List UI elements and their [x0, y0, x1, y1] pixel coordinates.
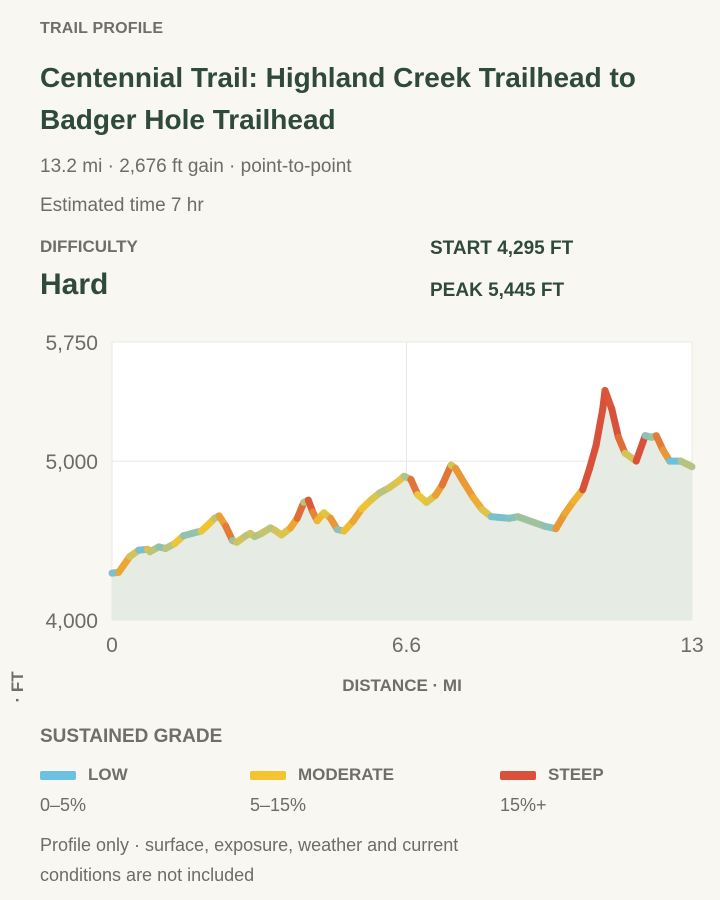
- difficulty-value: Hard: [40, 268, 109, 301]
- legend-item-moderate: MODERATE 5–15%: [250, 765, 394, 816]
- grade-legend-title: SUSTAINED GRADE: [40, 726, 223, 747]
- profile-segment-63: [585, 441, 600, 473]
- x-axis-ticks: 0 6.6 13: [106, 634, 704, 657]
- trail-title: Centennial Trail: Highland Creek Trailhe…: [40, 62, 636, 135]
- profile-segment-46: [438, 461, 455, 489]
- legend-low-range: 0–5%: [40, 795, 87, 815]
- x-tick-label-1: 6.6: [392, 634, 421, 657]
- peak-elevation: PEAK 5,445 FT: [430, 280, 565, 301]
- estimated-time: Estimated time 7 hr: [40, 195, 204, 216]
- y-tick-label-1: 5,000: [45, 451, 98, 474]
- profile-segment-64: [592, 405, 607, 449]
- steep-swatch: [500, 770, 536, 780]
- profile-segment-70: [632, 432, 649, 465]
- profile-segment-67: [608, 405, 622, 441]
- y-tick-label-2: 5,750: [45, 332, 98, 355]
- legend-low-name: LOW: [88, 765, 128, 784]
- x-tick-label-0: 0: [106, 634, 118, 657]
- profile-segment-62: [579, 465, 593, 494]
- grade-segments: [108, 387, 696, 577]
- difficulty-label: DIFFICULTY: [40, 237, 138, 256]
- y-axis-ticks: 4,000 5,000 5,750: [45, 332, 98, 633]
- x-tick-label-2: 13: [680, 634, 703, 657]
- elevation-profile-chart: 4,000 5,000 5,750 0 6.6 13 DISTANCE · MI ELE…: [8, 332, 704, 705]
- legend-moderate-name: MODERATE: [298, 765, 395, 784]
- eyebrow-label: TRAIL PROFILE: [40, 20, 164, 37]
- x-axis-label: DISTANCE · MI: [342, 676, 462, 695]
- legend-item-low: LOW 0–5%: [40, 765, 128, 816]
- y-tick-label-0: 4,000: [45, 610, 98, 633]
- start-elevation: START 4,295 FT: [430, 238, 574, 259]
- moderate-swatch: [250, 770, 286, 780]
- legend-steep-range: 15%+: [500, 795, 547, 815]
- elevation-area: [112, 390, 692, 620]
- legend-moderate-range: 5–15%: [250, 795, 307, 815]
- profile-note: Profile only · surface, exposure, weathe…: [40, 835, 459, 885]
- y-axis-label: ELEVATION · FT: [8, 671, 27, 705]
- legend-steep-name: STEEP: [548, 765, 604, 784]
- low-swatch: [40, 770, 76, 780]
- legend-item-steep: STEEP 15%+: [500, 765, 604, 816]
- trail-stats: 13.2 mi · 2,676 ft gain · point-to-point: [40, 156, 352, 177]
- profile-segment-76: [677, 457, 696, 471]
